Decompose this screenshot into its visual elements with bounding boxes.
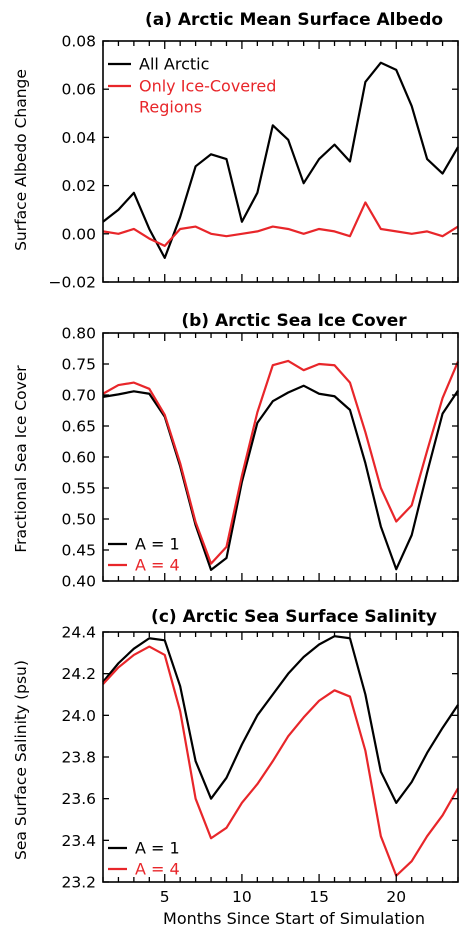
legend-label: A = 4 <box>135 860 180 879</box>
y-tick-label: 23.8 <box>61 749 96 767</box>
y-tick-label: 0.06 <box>61 81 96 99</box>
x-axis-label: Months Since Start of Simulation <box>163 909 425 928</box>
y-tick-label: 0.04 <box>61 129 96 147</box>
series-line-2 <box>102 359 460 565</box>
y-tick-label: −0.02 <box>49 274 97 292</box>
panel-b-sea-ice-cover: (b) Arctic Sea Ice Cover Fractional Sea … <box>12 311 460 591</box>
series-line-2 <box>102 645 459 877</box>
x-tick-label: 10 <box>232 888 252 906</box>
y-tick-label: 0.55 <box>61 480 96 498</box>
plot-frame <box>102 40 459 283</box>
y-tick-label: 0.45 <box>61 542 96 560</box>
y-tick-label: 0.00 <box>61 225 96 243</box>
y-tick-label: 0.75 <box>61 356 96 374</box>
panel-c-sea-surface-salinity: (c) Arctic Sea Surface Salinity Sea Surf… <box>12 607 459 928</box>
legend-label: A = 1 <box>135 839 180 858</box>
y-tick-label: 0.50 <box>61 511 96 529</box>
y-tick-label: 0.65 <box>61 418 96 436</box>
series-line-1 <box>102 384 459 571</box>
y-tick-label: 0.02 <box>61 177 96 195</box>
legend-label: A = 4 <box>135 556 180 575</box>
x-tick-label: 20 <box>386 888 406 906</box>
y-tick-label: 0.60 <box>61 449 96 467</box>
y-axis-label: Surface Albedo Change <box>12 69 30 251</box>
chart-title: (b) Arctic Sea Ice Cover <box>181 311 407 331</box>
y-tick-label: 23.6 <box>61 790 96 808</box>
y-tick-label: 24.0 <box>61 707 96 725</box>
y-tick-label: 0.40 <box>61 573 96 591</box>
series-line-2 <box>102 201 459 247</box>
chart-title: (c) Arctic Sea Surface Salinity <box>151 607 437 627</box>
y-tick-label: 23.2 <box>61 874 96 892</box>
x-tick-label: 15 <box>309 888 329 906</box>
legend-label: All Arctic <box>139 55 209 74</box>
y-tick-label: 24.2 <box>61 665 96 683</box>
panel-a-surface-albedo: (a) Arctic Mean Surface Albedo Surface A… <box>12 10 459 292</box>
chart-title: (a) Arctic Mean Surface Albedo <box>145 10 443 30</box>
y-tick-label: 0.70 <box>61 387 96 405</box>
legend-label: Only Ice-Covered <box>139 77 276 96</box>
y-tick-label: 23.4 <box>61 832 96 850</box>
y-axis-label: Sea Surface Salinity (psu) <box>12 660 30 860</box>
legend-label: Regions <box>139 98 202 117</box>
y-tick-label: 0.08 <box>61 33 96 51</box>
series-line-1 <box>102 635 459 804</box>
legend-label: A = 1 <box>135 535 180 554</box>
series-line-1 <box>102 61 459 259</box>
y-axis-label: Fractional Sea Ice Cover <box>12 365 30 553</box>
x-tick-label: 5 <box>160 888 170 906</box>
y-tick-label: 24.4 <box>61 624 96 642</box>
y-tick-label: 0.80 <box>61 325 96 343</box>
